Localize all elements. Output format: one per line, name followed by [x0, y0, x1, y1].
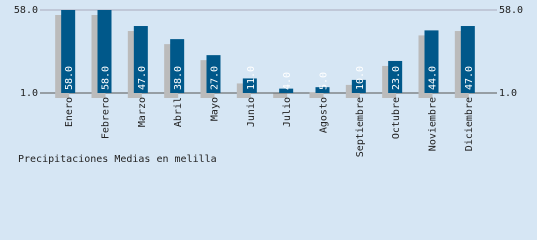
y-tick-label: 1.0	[20, 88, 38, 99]
x-tick-label: Junio	[246, 97, 257, 127]
bar	[315, 87, 330, 93]
bar	[206, 55, 221, 93]
value-label: 10.0	[355, 66, 366, 90]
x-tick-label: Enero	[64, 97, 75, 127]
bar	[170, 39, 185, 93]
x-tick-label: Septiembre	[355, 97, 366, 157]
bar-shadow	[273, 93, 288, 98]
y-tick-label-right: 58.0	[499, 5, 523, 16]
x-tick-label: Abril	[173, 97, 184, 127]
value-label: 5.0	[319, 72, 330, 90]
x-tick-label: Mayo	[210, 97, 221, 121]
x-tick-label: Febrero	[101, 97, 112, 139]
x-tick-label: Noviembre	[428, 97, 439, 151]
bar	[97, 10, 112, 93]
chart: Precipitaciones Medias en melilla 1.0 1.0…	[14, 5, 523, 165]
value-label: 4.0	[282, 72, 293, 90]
value-label: 44.0	[428, 66, 439, 90]
value-label: 27.0	[210, 66, 221, 90]
bar	[61, 10, 76, 93]
x-tick-label: Marzo	[137, 97, 148, 127]
y-tick-label: 58.0	[14, 5, 38, 16]
x-tick-label: Julio	[282, 97, 293, 127]
value-label: 58.0	[64, 66, 75, 90]
value-label: 38.0	[173, 66, 184, 90]
bar	[279, 88, 294, 93]
value-label: 23.0	[391, 66, 402, 90]
bar	[460, 26, 475, 93]
value-label: 58.0	[101, 66, 112, 90]
chart-title: Precipitaciones Medias en melilla	[18, 154, 217, 165]
value-label: 11.0	[246, 66, 257, 90]
x-tick-label: Agosto	[319, 97, 330, 133]
y-tick-label-right: 1.0	[499, 88, 517, 99]
bar	[133, 26, 148, 93]
bar	[242, 78, 257, 93]
value-label: 47.0	[137, 66, 148, 90]
bar	[424, 30, 439, 94]
bar-shadow	[309, 92, 324, 98]
value-label: 47.0	[464, 66, 475, 90]
x-tick-label: Octubre	[391, 97, 402, 139]
bar	[388, 60, 403, 93]
x-tick-label: Diciembre	[464, 97, 475, 151]
bar	[351, 79, 366, 93]
